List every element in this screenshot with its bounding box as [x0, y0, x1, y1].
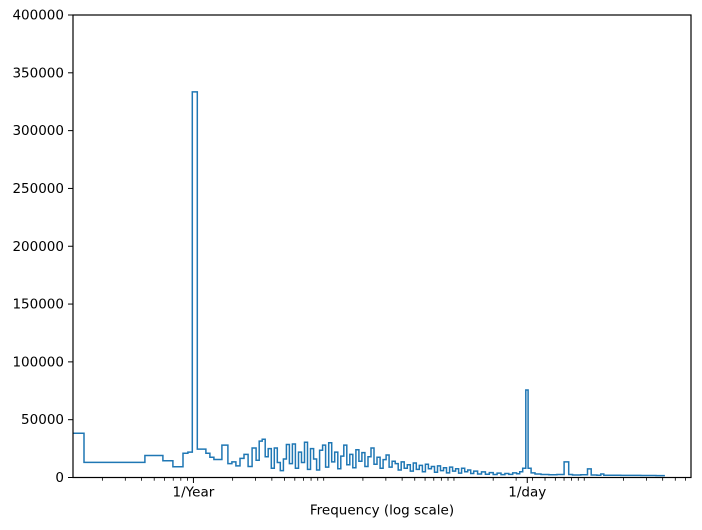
plot-border [72, 14, 692, 479]
y-tick-label: 400000 [12, 8, 64, 24]
y-tick-label: 50000 [21, 412, 64, 428]
x-tick-label: 1/Year [173, 485, 215, 501]
y-tick-label: 350000 [12, 65, 64, 81]
y-tick-label: 200000 [12, 239, 64, 255]
y-tick-label: 250000 [12, 181, 64, 197]
x-tick-label: 1/day [508, 485, 546, 501]
y-tick-label: 100000 [12, 354, 64, 370]
y-tick-label: 150000 [12, 297, 64, 313]
x-axis: 1/Year 1/day [173, 477, 546, 501]
y-axis: 0 50000 100000 150000 200000 250000 300000 3500… [12, 8, 73, 486]
y-tick-label: 300000 [12, 123, 64, 139]
y-tick-label: 0 [55, 470, 64, 486]
spectrum-line [73, 91, 665, 477]
x-axis-label: Frequency (log scale) [310, 503, 454, 519]
